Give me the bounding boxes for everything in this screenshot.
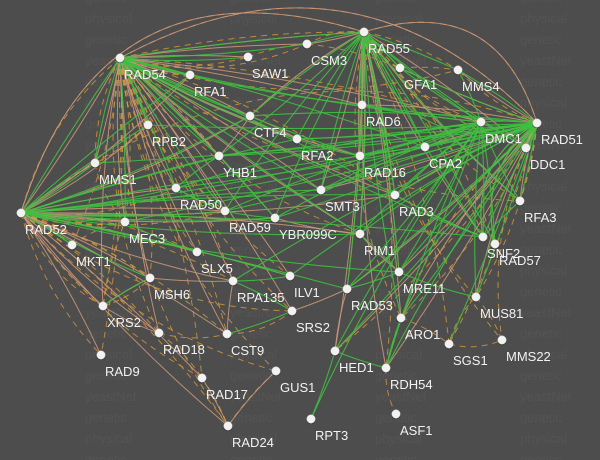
svg-text:SGS1: SGS1 — [453, 353, 488, 368]
svg-text:RAD57: RAD57 — [499, 253, 541, 268]
svg-text:genetic: genetic — [85, 0, 127, 5]
svg-text:genetic: genetic — [230, 452, 272, 460]
svg-text:physical: physical — [85, 347, 132, 362]
svg-text:genetic: genetic — [520, 368, 562, 383]
svg-text:GFA1: GFA1 — [404, 77, 437, 92]
svg-text:physical: physical — [85, 431, 132, 446]
svg-text:RAD6: RAD6 — [366, 114, 401, 129]
svg-text:genetic: genetic — [520, 326, 562, 341]
svg-text:yeastNet: yeastNet — [520, 305, 572, 320]
svg-text:RAD9: RAD9 — [105, 364, 140, 379]
svg-text:RAD54: RAD54 — [124, 67, 166, 82]
svg-text:yeastNet: yeastNet — [230, 305, 282, 320]
svg-text:RFA2: RFA2 — [301, 148, 334, 163]
svg-text:CPA2: CPA2 — [429, 156, 462, 171]
svg-text:SMT3: SMT3 — [325, 199, 360, 214]
svg-text:MKT1: MKT1 — [76, 254, 111, 269]
svg-text:genetic: genetic — [230, 410, 272, 425]
svg-text:genetic: genetic — [85, 452, 127, 460]
svg-text:MEC3: MEC3 — [129, 231, 165, 246]
svg-text:genetic: genetic — [520, 452, 562, 460]
svg-text:RAD53: RAD53 — [351, 298, 393, 313]
svg-text:genetic: genetic — [520, 32, 562, 47]
svg-text:RPB2: RPB2 — [152, 134, 186, 149]
svg-text:physical: physical — [520, 11, 567, 26]
svg-text:yeastNet: yeastNet — [520, 53, 572, 68]
svg-text:MMS4: MMS4 — [462, 79, 500, 94]
svg-text:YBR099C: YBR099C — [279, 227, 337, 242]
svg-text:genetic: genetic — [520, 410, 562, 425]
svg-text:RAD3: RAD3 — [399, 204, 434, 219]
svg-text:genetic: genetic — [85, 32, 127, 47]
svg-text:RAD50: RAD50 — [180, 197, 222, 212]
svg-text:ARO1: ARO1 — [405, 327, 440, 342]
svg-text:MSH6: MSH6 — [154, 287, 190, 302]
svg-text:MMS22: MMS22 — [506, 349, 551, 364]
svg-text:yeastNet: yeastNet — [85, 389, 137, 404]
svg-text:SAW1: SAW1 — [252, 66, 288, 81]
svg-text:CTF4: CTF4 — [254, 125, 287, 140]
svg-text:genetic: genetic — [230, 0, 272, 5]
svg-text:CSM3: CSM3 — [311, 53, 347, 68]
svg-text:SLX5: SLX5 — [201, 261, 233, 276]
svg-text:SRS2: SRS2 — [296, 320, 330, 335]
svg-text:genetic: genetic — [375, 452, 417, 460]
svg-text:DDC1: DDC1 — [530, 157, 565, 172]
svg-text:RAD51: RAD51 — [541, 132, 583, 147]
svg-text:MUS81: MUS81 — [480, 306, 523, 321]
svg-text:CST9: CST9 — [231, 343, 264, 358]
svg-text:RAD59: RAD59 — [229, 220, 271, 235]
svg-text:MRE11: MRE11 — [403, 281, 445, 296]
svg-text:RAD24: RAD24 — [232, 435, 274, 450]
svg-text:RDH54: RDH54 — [390, 377, 433, 392]
svg-text:ILV1: ILV1 — [294, 285, 320, 300]
svg-text:physical: physical — [520, 179, 567, 194]
svg-text:RFA3: RFA3 — [524, 210, 557, 225]
svg-text:GUS1: GUS1 — [280, 380, 315, 395]
svg-text:RAD55: RAD55 — [368, 41, 410, 56]
svg-text:yeastNet: yeastNet — [85, 137, 137, 152]
svg-text:RFA1: RFA1 — [194, 84, 227, 99]
svg-text:genetic: genetic — [520, 284, 562, 299]
svg-text:RAD17: RAD17 — [206, 387, 248, 402]
svg-text:RIM1: RIM1 — [364, 243, 395, 258]
svg-text:genetic: genetic — [85, 410, 127, 425]
svg-text:RAD16: RAD16 — [364, 165, 406, 180]
svg-text:RPA135: RPA135 — [237, 290, 284, 305]
svg-text:MMS1: MMS1 — [99, 172, 137, 187]
svg-text:ASF1: ASF1 — [400, 423, 433, 438]
svg-text:yeastNet: yeastNet — [520, 389, 572, 404]
svg-text:physical: physical — [85, 11, 132, 26]
svg-text:physical: physical — [520, 431, 567, 446]
svg-text:RAD18: RAD18 — [163, 342, 205, 357]
svg-text:XRS2: XRS2 — [107, 315, 141, 330]
svg-text:RAD52: RAD52 — [25, 222, 67, 237]
svg-text:genetic: genetic — [520, 74, 562, 89]
svg-text:YHB1: YHB1 — [223, 165, 257, 180]
svg-text:DMC1: DMC1 — [485, 131, 522, 146]
svg-text:RPT3: RPT3 — [315, 428, 348, 443]
svg-text:genetic: genetic — [520, 0, 562, 5]
svg-text:HED1: HED1 — [339, 360, 374, 375]
svg-text:genetic: genetic — [375, 0, 417, 5]
